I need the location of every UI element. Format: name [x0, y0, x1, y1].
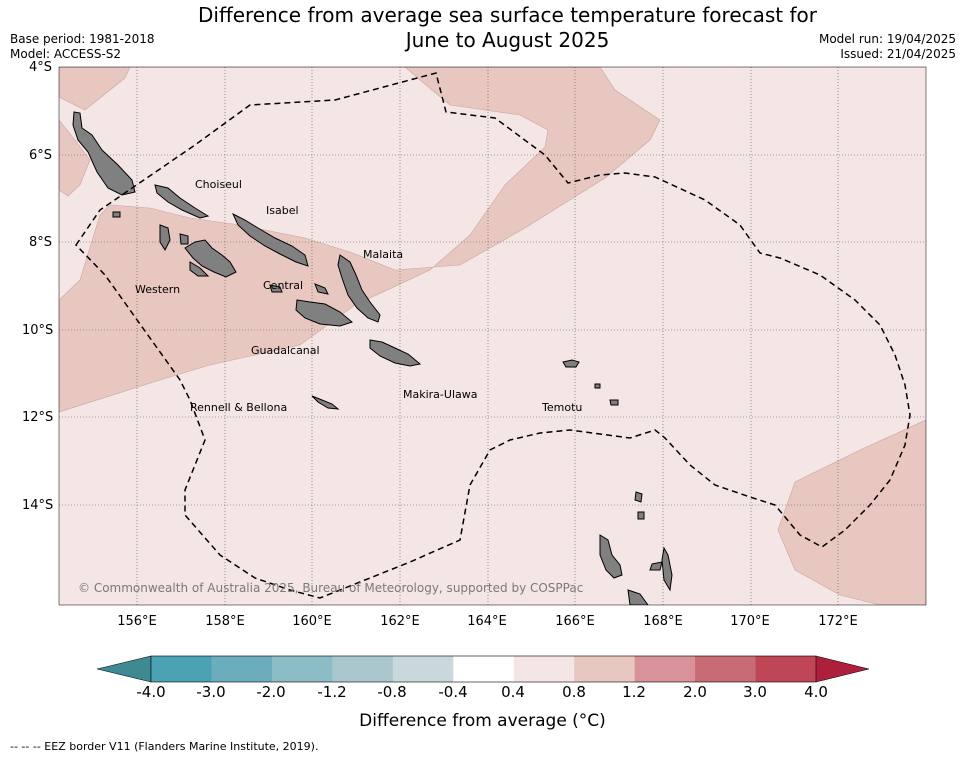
island-guadalcanal — [295, 299, 354, 327]
colorbar — [96, 655, 870, 683]
island-utupua — [594, 383, 601, 389]
island-vanikoro — [609, 399, 619, 406]
colorbar-label-0: -4.0 — [136, 683, 166, 701]
eez-border — [75, 72, 911, 599]
lon-label-162e: 162°E — [380, 614, 420, 629]
colorbar-segment-2 — [271, 656, 333, 682]
colorbar-label-2: -2.0 — [256, 683, 286, 701]
lat-label-8s: 8°S — [28, 235, 52, 250]
eez-footnote: -- -- -- EEZ border V11 (Flanders Marine… — [10, 740, 319, 753]
title-line-2: June to August 2025 — [405, 28, 610, 52]
lon-label-172e: 172°E — [818, 614, 858, 629]
colorbar-segment-5 — [453, 656, 515, 682]
colorbar-label-10: 3.0 — [743, 683, 767, 701]
island-espiritu-santo — [599, 534, 623, 579]
lon-label-166e: 166°E — [555, 614, 595, 629]
colorbar-frame — [150, 655, 817, 683]
meta-right: Model run: 19/04/2025 Issued: 21/04/2025 — [819, 32, 956, 62]
island-choiseul — [72, 111, 136, 196]
sst-anomaly-southeast-patch — [777, 419, 926, 605]
label-guadalcanal: Guadalcanal — [251, 344, 320, 357]
colorbar-over-arrow — [815, 655, 870, 683]
land-masses — [72, 111, 673, 605]
lon-label-168e: 168°E — [643, 614, 683, 629]
map-area: © Commonwealth of Australia 2025, Bureau… — [59, 67, 926, 605]
lon-label-164e: 164°E — [467, 614, 507, 629]
colorbar-label-6: 0.4 — [501, 683, 525, 701]
sst-anomaly-band — [59, 67, 661, 413]
issued-date: Issued: 21/04/2025 — [840, 47, 956, 61]
label-isabel: Isabel — [266, 204, 299, 217]
lat-label-6s: 6°S — [28, 148, 52, 163]
colorbar-segment-6 — [513, 656, 575, 682]
colorbar-under-arrow — [96, 655, 152, 683]
model-name: Model: ACCESS-S2 — [10, 47, 122, 61]
province-labels: Choiseul Isabel Malaita Western Central … — [135, 178, 582, 414]
colorbar-segment-8 — [634, 656, 696, 682]
label-temotu: Temotu — [541, 401, 582, 414]
title-line-1: Difference from average sea surface temp… — [197, 3, 817, 27]
lon-label-158e: 158°E — [205, 614, 245, 629]
island-rendova — [189, 261, 210, 277]
colorbar-segment-9 — [695, 656, 756, 682]
colorbar-label-8: 1.2 — [622, 683, 646, 701]
label-rennell-bellona: Rennell & Bellona — [190, 401, 287, 414]
colorbar-label-9: 2.0 — [683, 683, 707, 701]
colorbar-segment-7 — [574, 656, 636, 682]
island-vella-lavella — [159, 224, 171, 252]
lat-label-12s: 12°S — [22, 410, 54, 425]
island-ontong-java — [112, 211, 121, 218]
label-western: Western — [135, 283, 180, 296]
colorbar-segment-3 — [332, 656, 394, 682]
lon-label-170e: 170°E — [730, 614, 770, 629]
map-copyright: © Commonwealth of Australia 2025, Bureau… — [78, 581, 583, 595]
colorbar-label-3: -1.2 — [317, 683, 347, 701]
label-choiseul: Choiseul — [195, 178, 242, 191]
colorbar-label-11: 4.0 — [804, 683, 828, 701]
label-makira-ulawa: Makira-Ulawa — [403, 388, 477, 401]
island-new-georgia — [184, 239, 237, 278]
colorbar-segment-4 — [392, 656, 454, 682]
island-malekula — [627, 589, 649, 605]
island-kolombangara — [179, 233, 189, 245]
island-pentecost — [661, 546, 673, 592]
map-frame — [58, 66, 927, 606]
colorbar-label-7: 0.8 — [562, 683, 586, 701]
island-choiseul-east — [154, 184, 210, 219]
colorbar-segment-0 — [151, 656, 212, 682]
colorbar-label-4: -0.8 — [377, 683, 407, 701]
model-run: Model run: 19/04/2025 — [818, 32, 956, 46]
colorbar-segment-1 — [211, 656, 273, 682]
base-period: Base period: 1981-2018 — [10, 32, 155, 46]
colorbar-segment-10 — [755, 656, 817, 682]
island-isabel — [231, 212, 309, 267]
lat-label-14s: 14°S — [22, 498, 54, 513]
island-florida — [269, 284, 283, 293]
colorbar-label-1: -3.0 — [196, 683, 226, 701]
island-banks — [634, 491, 643, 503]
label-malaita: Malaita — [363, 248, 403, 261]
lon-label-156e: 156°E — [117, 614, 157, 629]
island-maewo — [649, 561, 663, 571]
island-rennell — [311, 395, 340, 410]
lat-label-4s: 4°S — [28, 60, 52, 75]
island-santa-cruz — [562, 359, 580, 368]
colorbar-label-5: -0.4 — [438, 683, 468, 701]
sst-anomaly-north-patch — [59, 119, 91, 197]
meta-left: Base period: 1981-2018 Model: ACCESS-S2 — [10, 32, 155, 62]
island-makira — [369, 339, 422, 367]
island-russell — [314, 283, 329, 295]
map-title: Difference from average sea surface temp… — [0, 3, 965, 53]
island-torres — [637, 511, 645, 520]
lat-label-10s: 10°S — [22, 323, 54, 338]
label-central: Central — [263, 279, 303, 292]
island-malaita — [337, 254, 381, 323]
colorbar-title: Difference from average (°C) — [359, 711, 606, 731]
lon-label-160e: 160°E — [292, 614, 332, 629]
